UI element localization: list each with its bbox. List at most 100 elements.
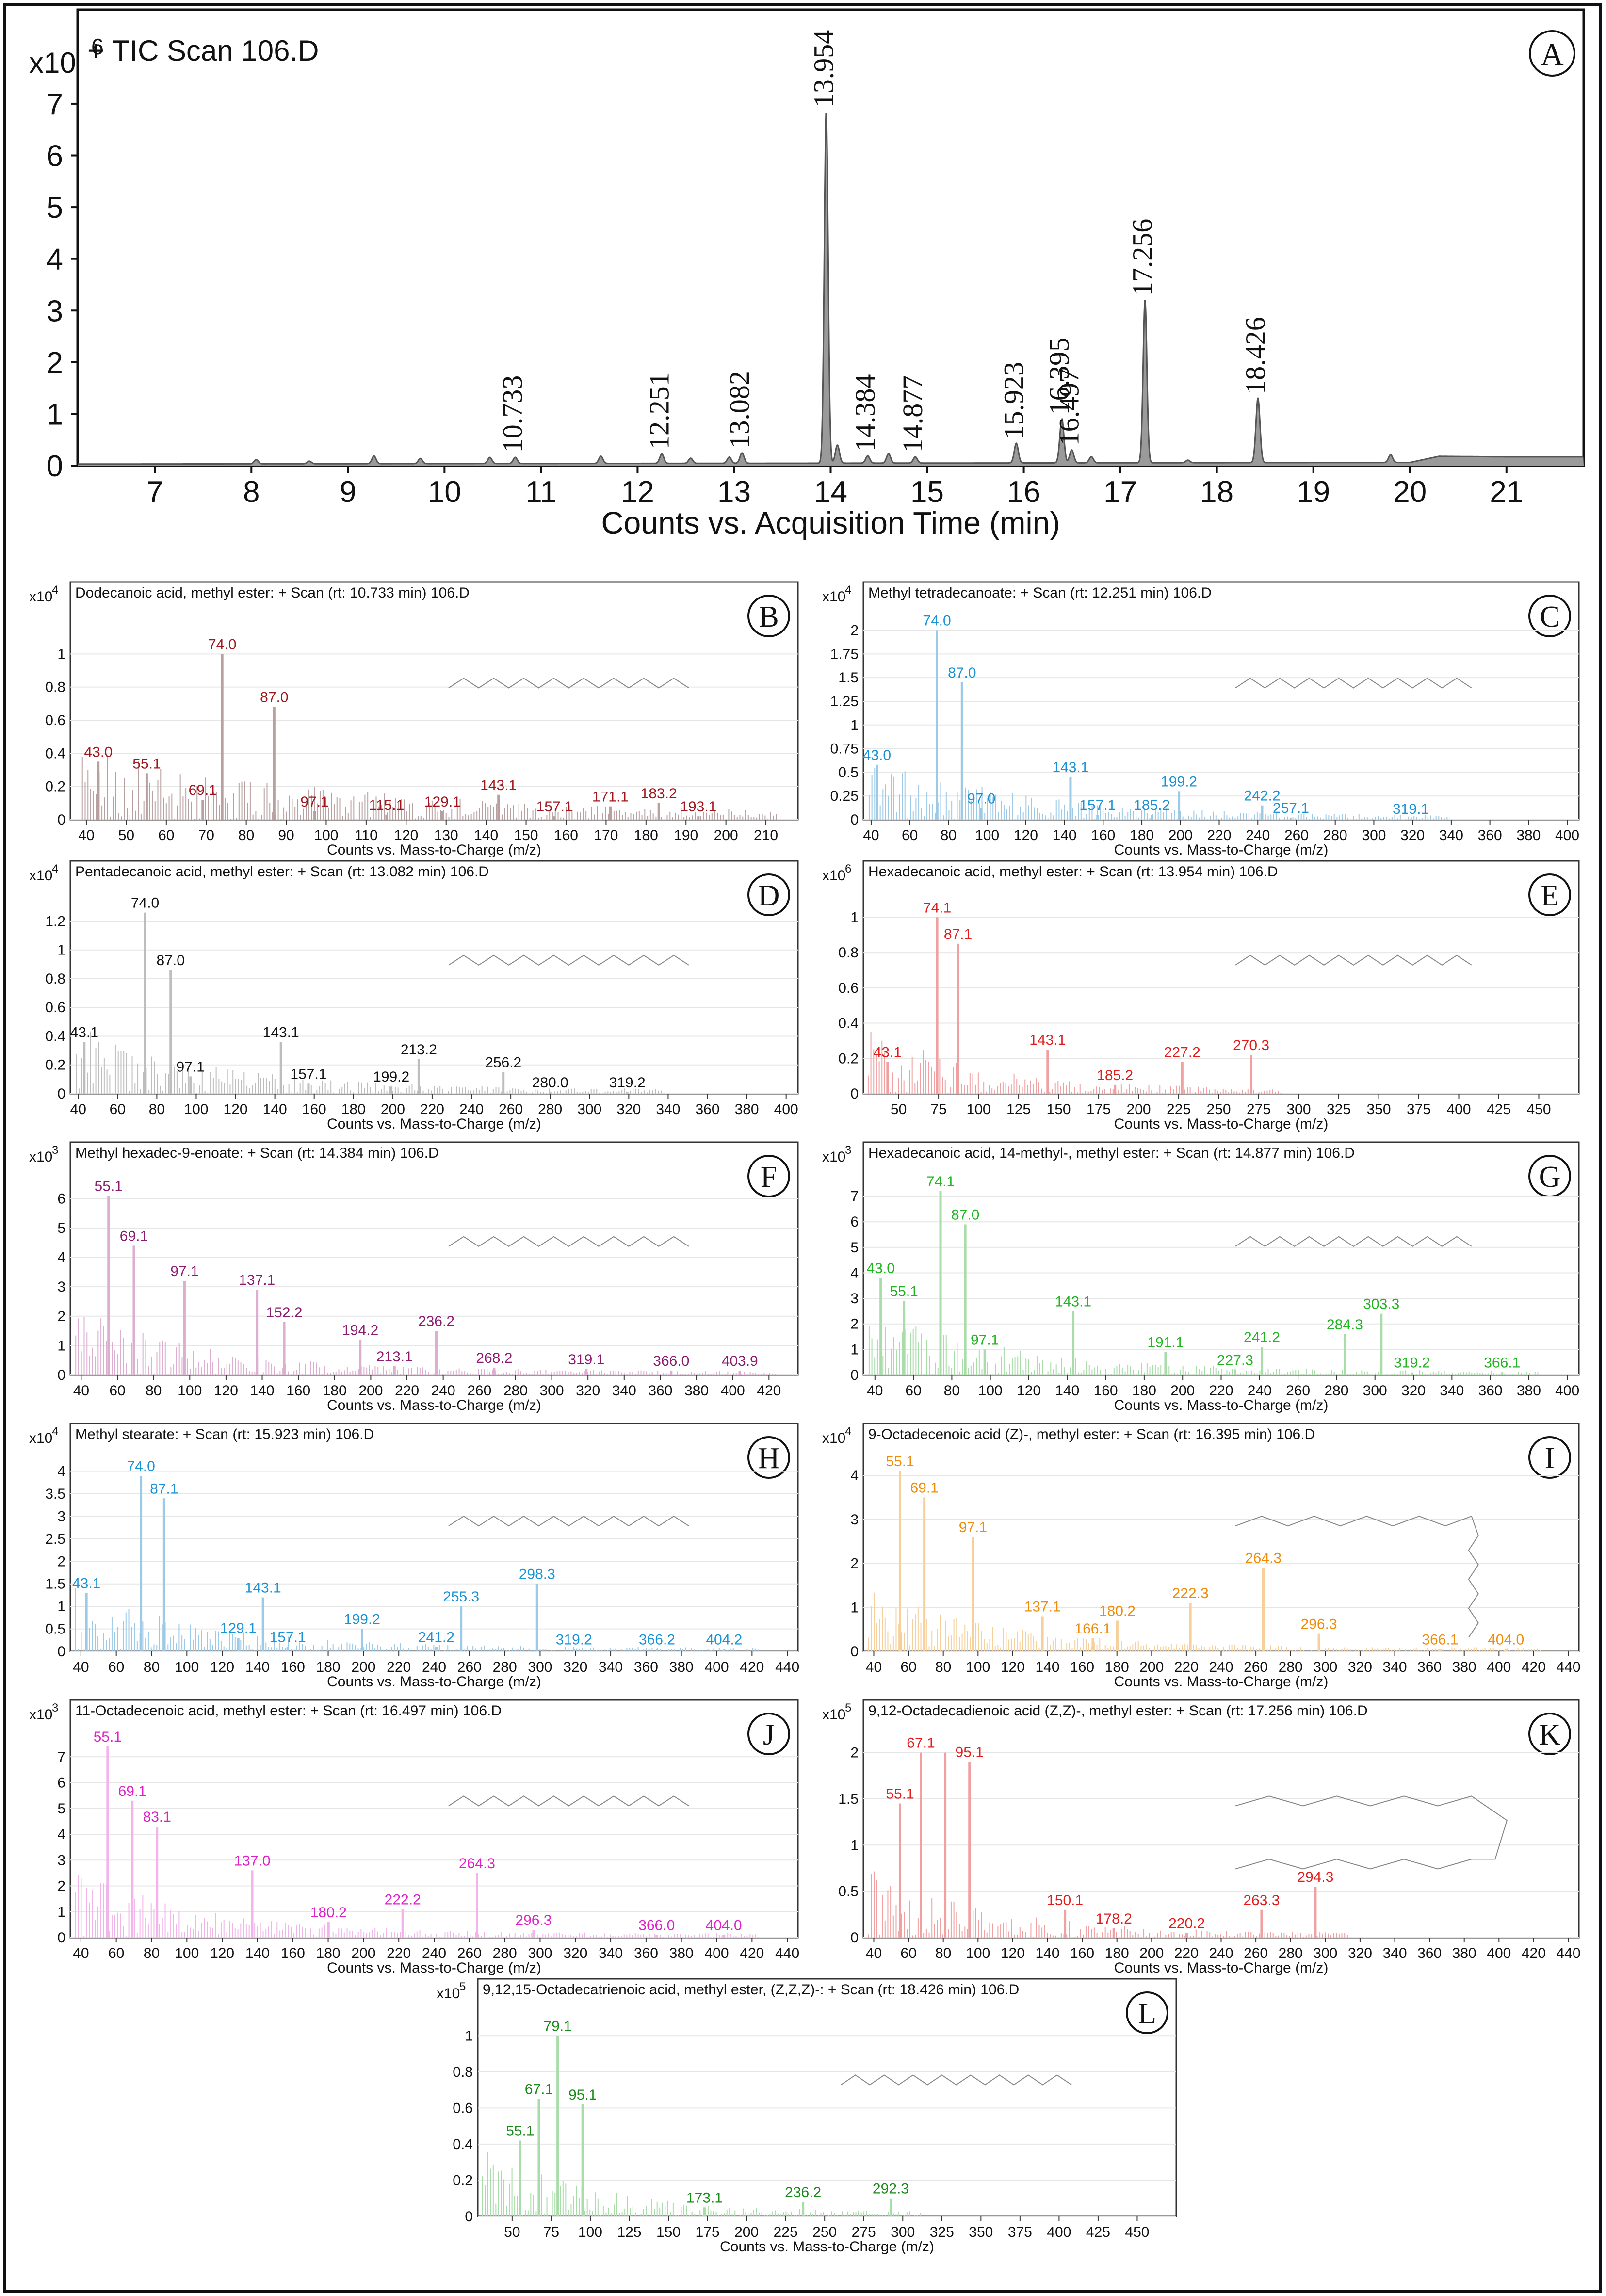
- y-tick-label-b: 0.8: [45, 679, 65, 695]
- peak-label-c: 143.1: [1052, 760, 1088, 776]
- spectrum-title-j: 11-Octadecenoic acid, methyl ester: + Sc…: [75, 1703, 502, 1719]
- peak-label-i: 366.1: [1422, 1632, 1458, 1648]
- tic-y-tick-label: 4: [47, 243, 63, 276]
- peak-label-j: 69.1: [118, 1783, 146, 1799]
- peak-label-b: 183.2: [641, 786, 677, 802]
- peak-label-h: 74.0: [127, 1458, 155, 1474]
- y-tick-label-c: 0.75: [830, 741, 859, 757]
- x-tick-label-h: 40: [73, 1659, 89, 1675]
- peak-label-f: 194.2: [342, 1322, 378, 1338]
- x-tick-label-b: 210: [754, 827, 778, 843]
- peak-label-i: 97.1: [959, 1520, 987, 1536]
- x-axis-label-d: Counts vs. Mass-to-Charge (m/z): [327, 1116, 541, 1132]
- x-tick-label-b: 160: [554, 827, 578, 843]
- x-tick-label-f: 380: [684, 1383, 709, 1399]
- peak-label-e: 43.1: [874, 1045, 902, 1061]
- x-tick-label-h: 340: [599, 1659, 623, 1675]
- peak-label-l: 79.1: [543, 2018, 571, 2034]
- x-tick-label-c: 140: [1053, 827, 1077, 843]
- x-tick-label-g: 120: [1017, 1383, 1041, 1399]
- peak-label-j: 137.0: [234, 1853, 270, 1869]
- x-tick-label-k: 100: [966, 1945, 990, 1961]
- tic-peak-label: 15.923: [998, 362, 1029, 439]
- x-tick-label-l: 75: [543, 2224, 559, 2240]
- x-tick-label-k: 120: [1001, 1945, 1025, 1961]
- tic-y-tick-label: 6: [47, 140, 63, 173]
- peak-label-g: 191.1: [1147, 1335, 1184, 1351]
- x-tick-label-k: 440: [1556, 1945, 1580, 1961]
- x-tick-label-g: 140: [1055, 1383, 1079, 1399]
- peak-label-e: 74.1: [923, 900, 951, 916]
- x-tick-label-d: 240: [459, 1101, 484, 1117]
- x-tick-label-e: 200: [1127, 1101, 1151, 1117]
- x-tick-label-f: 40: [73, 1383, 89, 1399]
- plot-frame-j: [69, 1699, 799, 1939]
- x-tick-label-e: 125: [1006, 1101, 1031, 1117]
- spectrum-title-e: Hexadecanoic acid, methyl ester: + Scan …: [868, 864, 1278, 880]
- peak-label-g: 97.1: [971, 1332, 999, 1348]
- tic-x-tick-label: 7: [146, 475, 163, 509]
- y-tick-label-d: 1: [57, 942, 65, 958]
- x-tick-label-g: 300: [1363, 1383, 1387, 1399]
- y-tick-label-j: 7: [57, 1749, 65, 1765]
- plot-frame-b: [69, 581, 799, 821]
- tic-peak-label: 18.426: [1239, 317, 1271, 394]
- x-tick-label-k: 40: [866, 1945, 882, 1961]
- peak-label-f: 152.2: [266, 1305, 303, 1321]
- peak-label-b: 97.1: [300, 794, 328, 810]
- y-tick-label-f: 5: [57, 1220, 65, 1236]
- y-tick-label-e: 0.2: [838, 1051, 859, 1067]
- tic-y-tick-label: 7: [47, 88, 63, 121]
- y-tick-label-k: 2: [850, 1745, 859, 1761]
- x-tick-label-c: 320: [1400, 827, 1425, 843]
- x-tick-label-f: 180: [323, 1383, 347, 1399]
- scale-label-d: x10: [29, 868, 52, 884]
- tic-y-tick-label: 5: [47, 191, 63, 225]
- x-tick-label-e: 50: [891, 1101, 907, 1117]
- scale-exponent-b: 4: [52, 583, 58, 597]
- x-tick-label-h: 440: [775, 1659, 799, 1675]
- molecule-structure-k: [1235, 1795, 1508, 1870]
- x-tick-label-i: 100: [966, 1659, 990, 1675]
- x-tick-label-f: 320: [576, 1383, 600, 1399]
- y-tick-label-g: 4: [850, 1265, 859, 1281]
- peak-label-k: 150.1: [1047, 1892, 1083, 1908]
- scale-exponent-h: 4: [52, 1425, 58, 1438]
- x-tick-label-b: 200: [714, 827, 738, 843]
- x-tick-label-d: 200: [381, 1101, 405, 1117]
- scale-exponent-k: 5: [845, 1701, 851, 1714]
- panel-letter-l: L: [1138, 1997, 1156, 2030]
- y-tick-label-b: 0: [57, 812, 65, 828]
- x-tick-label-b: 170: [594, 827, 618, 843]
- x-tick-label-h: 300: [528, 1659, 552, 1675]
- x-tick-label-h: 60: [108, 1659, 124, 1675]
- y-tick-label-c: 0.5: [838, 764, 859, 780]
- peak-label-j: 296.3: [515, 1912, 552, 1928]
- panel-letter-circle-k: [1528, 1713, 1571, 1755]
- peak-label-k: 294.3: [1297, 1869, 1333, 1885]
- tic-x-tick-label: 21: [1490, 475, 1523, 509]
- x-tick-label-l: 250: [812, 2224, 837, 2240]
- y-tick-label-f: 4: [57, 1250, 65, 1266]
- x-tick-label-b: 90: [278, 827, 294, 843]
- x-tick-label-f: 400: [721, 1383, 745, 1399]
- peak-label-i: 296.3: [1301, 1617, 1337, 1633]
- x-tick-label-h: 120: [210, 1659, 234, 1675]
- x-tick-label-f: 80: [146, 1383, 162, 1399]
- x-tick-label-h: 380: [669, 1659, 694, 1675]
- peak-label-g: 284.3: [1327, 1317, 1363, 1333]
- y-tick-label-k: 0: [850, 1930, 859, 1946]
- tic-x-tick-label: 11: [525, 475, 556, 509]
- x-tick-label-d: 320: [616, 1101, 641, 1117]
- panel-letter-i: I: [1545, 1442, 1555, 1475]
- y-tick-label-i: 3: [850, 1512, 859, 1528]
- y-tick-label-l: 0.6: [453, 2100, 473, 2116]
- x-tick-label-h: 360: [634, 1659, 658, 1675]
- panel-letter-circle-l: [1126, 1991, 1168, 2034]
- x-tick-label-j: 60: [108, 1945, 124, 1961]
- x-tick-label-h: 220: [387, 1659, 411, 1675]
- peak-label-h: 43.1: [72, 1575, 100, 1591]
- scale-label-f: x10: [29, 1149, 52, 1165]
- y-tick-label-g: 7: [850, 1189, 859, 1205]
